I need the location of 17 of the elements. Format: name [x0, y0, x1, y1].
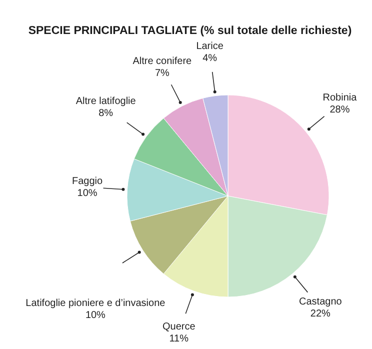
slice-label: Latifoglie pioniere e d’invasione	[26, 298, 166, 310]
chart-title: SPECIE PRINCIPALI TAGLIATE (% sul totale delle richieste)	[28, 25, 352, 37]
data-label: 10%	[77, 188, 98, 200]
data-label: 4%	[202, 53, 218, 64]
data-label: 11%	[169, 333, 189, 344]
slice-label: Castagno	[299, 296, 342, 308]
slice-label: Robinia	[322, 92, 358, 104]
data-label: 10%	[85, 310, 106, 322]
slice-label: Faggio	[72, 176, 104, 188]
slice-label: Larice	[196, 41, 224, 52]
data-label: 28%	[330, 104, 350, 116]
slice-label: Altre conifere	[132, 56, 192, 67]
data-label: 7%	[154, 68, 170, 79]
data-label: 8%	[98, 108, 114, 120]
slice-label: Altre latifoglie	[76, 96, 136, 108]
data-label: 22%	[310, 308, 331, 320]
slice-label: Querce	[162, 321, 196, 332]
